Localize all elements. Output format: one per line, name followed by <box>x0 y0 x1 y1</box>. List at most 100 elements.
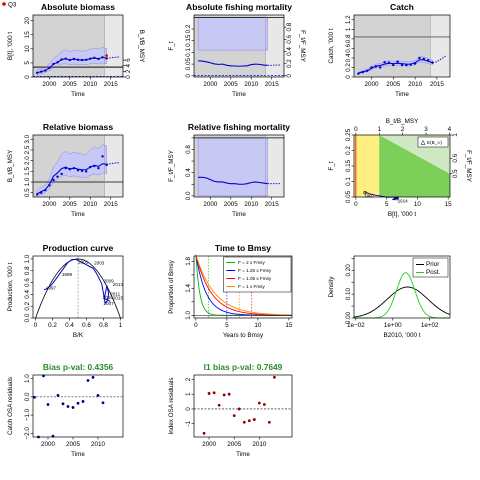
observation-point <box>68 168 72 171</box>
x-axis-label: Time <box>232 211 246 218</box>
x-tick-label: 10 <box>414 201 422 208</box>
y-right-tick-label: 0 <box>125 75 132 79</box>
y-tick-label: 0.2 <box>345 146 352 155</box>
x-tick-label: 2010 <box>408 81 423 88</box>
residual-point <box>267 420 271 424</box>
residual-point <box>273 375 276 379</box>
y-tick-label: 0 <box>185 407 192 411</box>
panel-bias_catch: Bias p-val: 0.4356 2000 2005 2010 −2.0 −1.0 0.… <box>7 362 124 458</box>
observation-point <box>105 57 108 60</box>
y-tick-label: 15 <box>24 31 31 39</box>
panel-catch: Catch 2000 2005 2010 2015 0 0.20.40.60.8 1 1.2 Ti… <box>328 2 451 98</box>
legend-label: Q3 <box>8 1 17 8</box>
time-legend: F = 2 x Fmsy F = 1.25 x Fmsy F = 1.05 x Fm… <box>223 256 292 293</box>
triangle-icon <box>420 139 426 145</box>
panel-bias_index: I1 bias p-val: 0.7649 2000 2005 2010 -1 0 1 2 Ti… <box>168 362 293 458</box>
x-axis-label: B/K <box>73 332 84 339</box>
legend-entry: F = 1 x Fmsy <box>238 284 265 289</box>
observation-point <box>72 166 76 170</box>
y-tick-label: 0.1 <box>185 48 192 57</box>
y-tick-label: 3.0 <box>24 134 31 143</box>
y-tick-label: 1.5 <box>24 166 31 175</box>
x-top-tick-label: 0 <box>354 126 358 133</box>
confidence-band <box>197 137 268 197</box>
projection-line <box>432 55 446 64</box>
observation-point <box>35 193 39 196</box>
observation-point <box>64 166 67 170</box>
legend-entry: F = 1.05 x Fmsy <box>238 276 272 281</box>
observation-point <box>89 165 92 169</box>
residual-point <box>207 392 211 395</box>
x-tick-label: 0.4 <box>65 322 74 329</box>
chart-title: Bias p-val: 0.4356 <box>43 362 114 372</box>
observation-point <box>370 66 373 69</box>
kobe-start-label: 1997 <box>364 194 375 199</box>
observation-point <box>56 61 59 64</box>
estimate-line <box>358 59 433 74</box>
observation-point <box>48 184 51 187</box>
residual-point <box>242 420 246 424</box>
projection-region <box>430 15 450 77</box>
observation-point <box>357 72 360 75</box>
plot-frame <box>353 14 451 78</box>
residual-point <box>86 379 90 382</box>
residual-point <box>66 405 70 408</box>
y-tick-label: 0.20 <box>345 264 352 277</box>
x-tick-label: 2005 <box>386 81 401 88</box>
observation-point <box>97 57 100 61</box>
observation-point <box>365 69 369 73</box>
y-tick-label: -1 <box>185 420 192 426</box>
x-tick-label: 2010 <box>83 81 98 88</box>
chart-title: Catch <box>390 2 414 12</box>
confidence-band <box>197 17 268 51</box>
x-tick-label: 0.6 <box>82 322 91 329</box>
observation-point <box>374 65 378 68</box>
observation-point <box>80 58 84 62</box>
plot-frame <box>193 134 285 198</box>
y-tick-label: 1.0 <box>24 254 31 263</box>
x-tick-label: 1 <box>119 322 123 329</box>
x-tick-label: 2010 <box>244 201 259 208</box>
y-tick-label: 0.6 <box>345 44 352 53</box>
observation-point <box>101 155 104 158</box>
x-tick-label: 5 <box>225 322 229 329</box>
observation-point <box>400 63 404 67</box>
observation-point <box>89 57 92 60</box>
residual-point <box>96 394 100 397</box>
kobe-start-point <box>363 191 367 195</box>
decay-line <box>195 254 293 316</box>
y-tick-label: 0 <box>185 74 192 78</box>
y-tick-label: 1.0 <box>24 177 31 186</box>
x-tick-label: 2005 <box>227 441 242 448</box>
year-label: 2015 <box>113 296 124 301</box>
year-label: 2001 <box>78 260 89 265</box>
year-label: 2013 <box>113 282 124 287</box>
production-curve <box>35 258 121 319</box>
x-tick-label: 0.8 <box>99 322 108 329</box>
residual-point <box>91 375 95 379</box>
y-tick-label: 0.8 <box>185 145 192 154</box>
estimate-line <box>198 176 268 185</box>
projection-region <box>104 15 123 77</box>
kobe-legend-box <box>417 136 449 148</box>
y-right-tick-label: 0.6 <box>286 34 293 43</box>
x-tick-label: 0 <box>34 322 38 329</box>
x-tick-label: 0 <box>194 322 198 329</box>
observation-point <box>405 63 408 67</box>
x-axis-label: Time <box>395 91 409 98</box>
confidence-band <box>36 144 107 197</box>
x-tick-label: 1e+02 <box>421 322 439 329</box>
y-tick-label: 1.0 <box>185 310 192 319</box>
x-tick-label: 2005 <box>224 201 239 208</box>
y-tick-label: 0.2 <box>24 301 31 310</box>
observation-point <box>431 61 434 64</box>
x-tick-label: 2000 <box>42 81 57 88</box>
observation-point <box>93 56 96 60</box>
x-tick-label: 2000 <box>203 201 218 208</box>
y-tick-label: 0.2 <box>185 24 192 33</box>
residual-point <box>33 395 36 399</box>
y-tick-label: 0.8 <box>24 266 31 275</box>
plot-frame <box>193 255 293 319</box>
